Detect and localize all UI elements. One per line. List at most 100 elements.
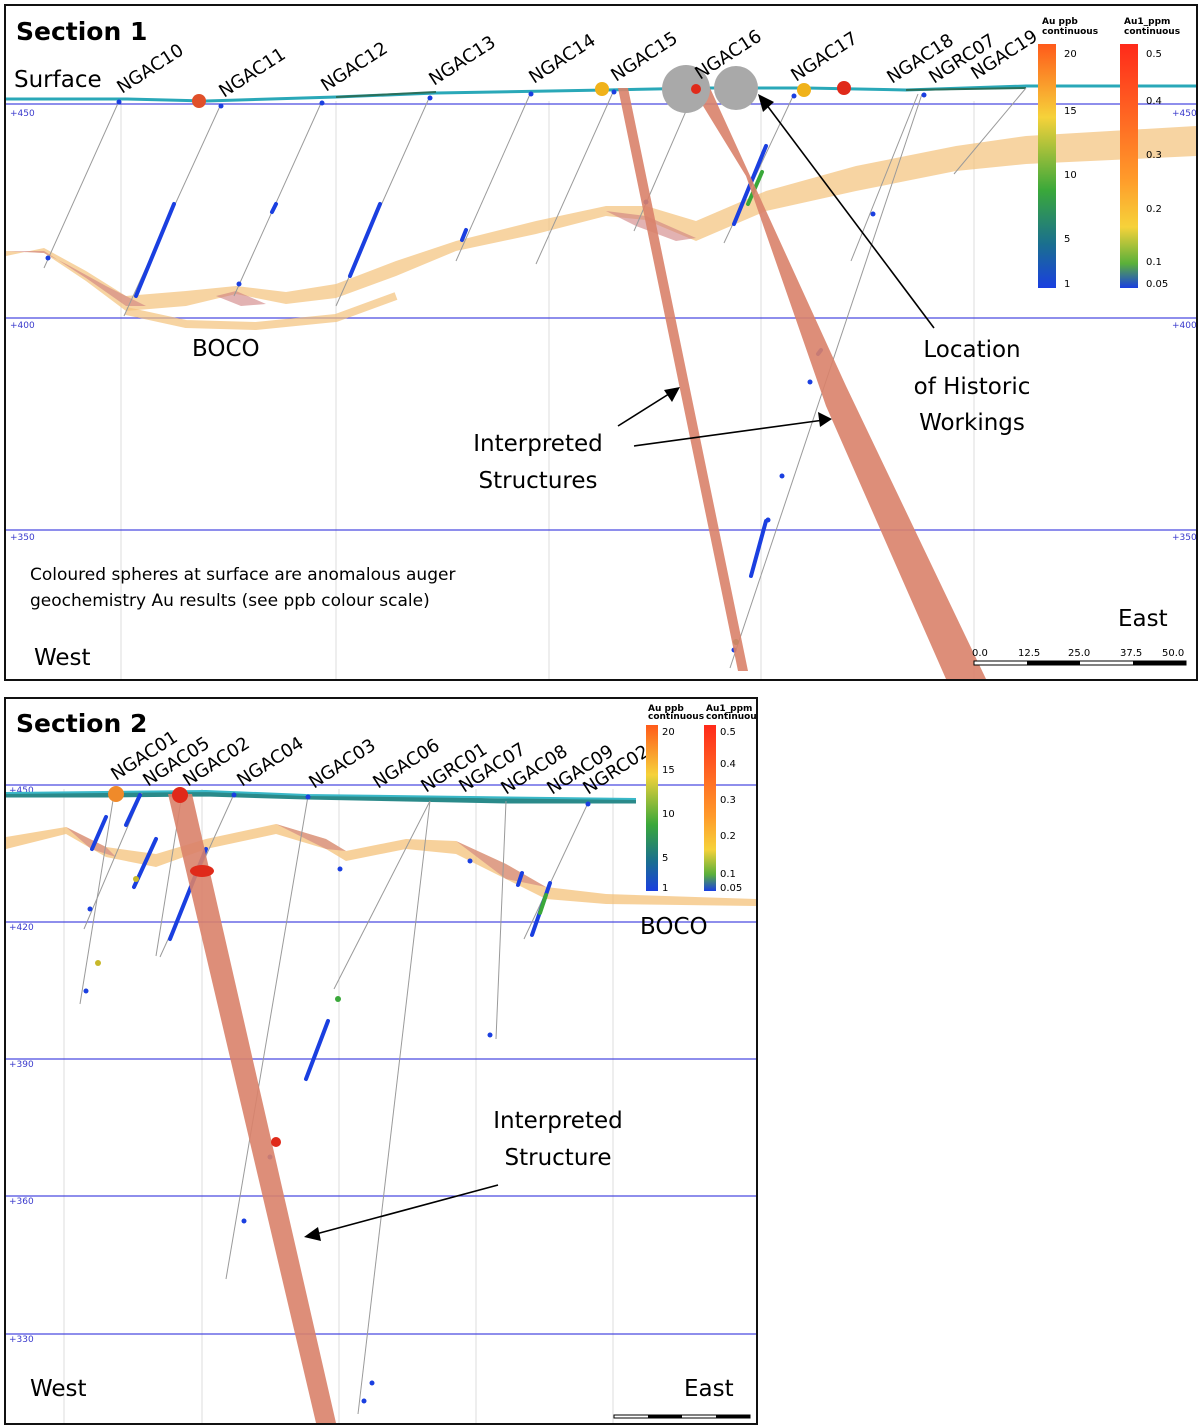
section-1-title: Section 1 bbox=[16, 17, 147, 46]
au1-tick-005: 0.05 bbox=[1146, 279, 1168, 290]
assay-samples-2 bbox=[90, 793, 552, 1081]
rl-grid-2 bbox=[6, 784, 756, 1335]
au-tick-20: 20 bbox=[1064, 49, 1077, 60]
hole-label-ngac13: NGAC13 bbox=[425, 32, 499, 90]
au12-tick-04: 0.4 bbox=[720, 759, 736, 770]
arrow-heads bbox=[664, 94, 832, 427]
annotation-arrows bbox=[617, 103, 935, 447]
au1-legend-title-2: continuous bbox=[1124, 27, 1180, 37]
au-legend-title-2: continuous bbox=[1042, 27, 1098, 37]
structure-label-line-2: Structure bbox=[505, 1145, 612, 1171]
au-tick-15: 15 bbox=[1064, 106, 1077, 117]
au1-tick-03: 0.3 bbox=[1146, 150, 1162, 161]
section-1-panel: +450 +400 +350 +450 +400 +350 bbox=[4, 4, 1198, 681]
au2-tick-20: 20 bbox=[662, 727, 675, 738]
hole-label-ngac14: NGAC14 bbox=[525, 30, 599, 88]
au-ppb-legend: Au ppb continuous 20 15 10 5 1 bbox=[1038, 17, 1098, 290]
au1-ppm-legend-2: Au1_ppm continuous 0.5 0.4 0.3 0.2 0.1 0… bbox=[704, 704, 756, 894]
au1-tick-02: 0.2 bbox=[1146, 204, 1162, 215]
au12-tick-02: 0.2 bbox=[720, 831, 736, 842]
rl-grid bbox=[6, 103, 1196, 531]
scale-tick-0: 0.0 bbox=[972, 648, 988, 659]
rl2-label-450: +450 bbox=[9, 786, 34, 796]
au-tick-1: 1 bbox=[1064, 279, 1070, 290]
au12-legend-title-2: continuous bbox=[706, 712, 756, 722]
scale-tick-37: 37.5 bbox=[1120, 648, 1142, 659]
au1-tick-04: 0.4 bbox=[1146, 96, 1162, 107]
workings-label-line-3: Workings bbox=[919, 410, 1025, 436]
boco-shading-2 bbox=[66, 824, 546, 887]
structures-label-line-2: Structures bbox=[479, 468, 598, 494]
interpreted-structure-west bbox=[618, 88, 748, 671]
au2-legend-title-2: continuous bbox=[648, 712, 704, 722]
auger-spheres-2 bbox=[108, 786, 281, 1147]
structure-arrow-head bbox=[304, 1227, 321, 1241]
east-label-2: East bbox=[684, 1376, 734, 1402]
boco-label-2: BOCO bbox=[640, 914, 708, 940]
rl2-label-390: +390 bbox=[9, 1060, 34, 1070]
boco-label: BOCO bbox=[192, 336, 260, 362]
hole-label-ngac17: NGAC17 bbox=[787, 28, 861, 86]
hole-label-ngac10: NGAC10 bbox=[113, 40, 187, 98]
scale-tick-25: 25.0 bbox=[1068, 648, 1090, 659]
scale-bar-2 bbox=[613, 1414, 751, 1419]
hole-label-ngac12: NGAC12 bbox=[317, 38, 391, 96]
au2-tick-10: 10 bbox=[662, 809, 675, 820]
au2-tick-15: 15 bbox=[662, 765, 675, 776]
au12-tick-005: 0.05 bbox=[720, 883, 742, 894]
au1-ppm-legend: Au1_ppm continuous 0.5 0.4 0.3 0.2 0.1 0… bbox=[1120, 17, 1180, 290]
structure-arrow-line bbox=[315, 1184, 499, 1235]
au12-legend-title-1: Au1_ppm bbox=[706, 704, 752, 714]
au-legend-title-1: Au ppb bbox=[1042, 17, 1078, 27]
rl2-label-420: +420 bbox=[9, 923, 34, 933]
interpreted-structure-2 bbox=[168, 794, 336, 1423]
au2-tick-5: 5 bbox=[662, 853, 668, 864]
au1-legend-bar bbox=[1120, 44, 1138, 288]
hole-label-ngac11: NGAC11 bbox=[215, 44, 289, 102]
au-legend-bar bbox=[1038, 44, 1056, 288]
au1-tick-05: 0.5 bbox=[1146, 49, 1162, 60]
scale-bar: 0.0 12.5 25.0 37.5 50.0 bbox=[972, 648, 1187, 666]
section-1-canvas: +450 +400 +350 +450 +400 +350 bbox=[6, 17, 1196, 679]
rl2-label-330: +330 bbox=[9, 1335, 34, 1345]
boco-surface-2 bbox=[6, 824, 756, 906]
section-2-canvas: +450 +420 +390 +360 +330 bbox=[6, 704, 756, 1423]
boco-shading bbox=[6, 211, 696, 306]
assay-points-2 bbox=[83, 792, 591, 1404]
au-tick-5: 5 bbox=[1064, 234, 1070, 245]
section-2-panel: +450 +420 +390 +360 +330 bbox=[4, 697, 758, 1425]
interpreted-structure-east bbox=[692, 88, 986, 679]
structures-label-line-1: Interpreted bbox=[473, 431, 602, 457]
surface-line-dark bbox=[335, 87, 1027, 98]
au-ppb-legend-2: Au ppb continuous 20 15 10 5 1 bbox=[646, 704, 704, 894]
west-label: West bbox=[34, 645, 91, 671]
rl-label-450: +450 bbox=[10, 109, 35, 119]
au1-tick-01: 0.1 bbox=[1146, 257, 1162, 268]
workings-label-line-2: of Historic bbox=[914, 374, 1031, 400]
east-label: East bbox=[1118, 606, 1168, 632]
section-2-title: Section 2 bbox=[16, 709, 147, 738]
surface-line-2-top bbox=[6, 789, 637, 800]
rl-label-350: +350 bbox=[10, 533, 35, 543]
rl-label-450-right: +450 bbox=[1172, 109, 1196, 119]
workings-label-line-1: Location bbox=[923, 337, 1020, 363]
au-tick-10: 10 bbox=[1064, 170, 1077, 181]
surface-label: Surface bbox=[14, 67, 102, 93]
structure-label-line-1: Interpreted bbox=[493, 1108, 622, 1134]
auger-spheres bbox=[192, 81, 851, 108]
historic-workings bbox=[662, 65, 758, 113]
au12-legend-bar bbox=[704, 725, 716, 891]
note-line-2: geochemistry Au results (see ppb colour … bbox=[30, 591, 430, 611]
rl-label-350-right: +350 bbox=[1172, 533, 1196, 543]
scale-tick-50: 50.0 bbox=[1162, 648, 1184, 659]
rl-label-400-right: +400 bbox=[1172, 321, 1196, 331]
au2-legend-title-1: Au ppb bbox=[648, 704, 684, 714]
rl-label-400: +400 bbox=[10, 321, 35, 331]
au12-tick-05: 0.5 bbox=[720, 727, 736, 738]
au12-tick-03: 0.3 bbox=[720, 795, 736, 806]
boco-underside bbox=[125, 292, 398, 331]
rl2-label-360: +360 bbox=[9, 1197, 34, 1207]
au12-tick-01: 0.1 bbox=[720, 869, 736, 880]
au2-tick-1: 1 bbox=[662, 883, 668, 894]
scale-tick-12: 12.5 bbox=[1018, 648, 1040, 659]
